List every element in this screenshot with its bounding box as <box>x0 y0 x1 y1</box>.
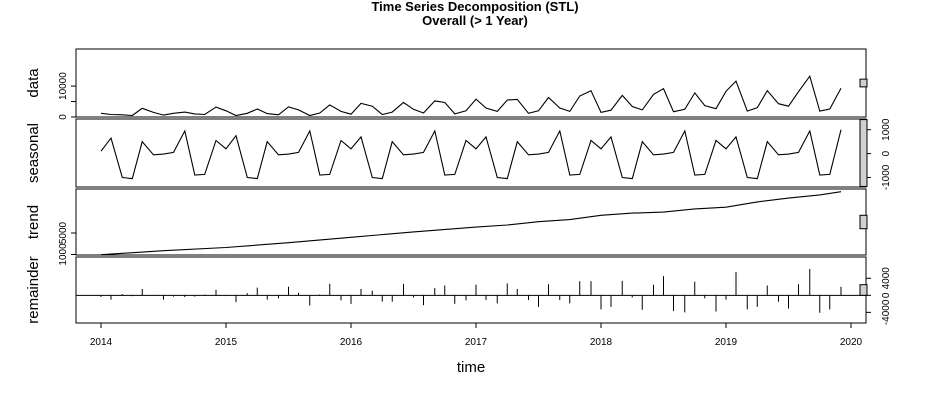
seasonal-y-tick-label: -1000 <box>881 164 892 190</box>
chart-subtitle: Overall (> 1 Year) <box>422 13 528 28</box>
x-tick-label: 2016 <box>340 337 363 348</box>
data-panel-label: data <box>25 68 42 98</box>
x-axis-label: time <box>457 359 485 376</box>
seasonal-series-line <box>100 129 842 180</box>
trend-panel-frame <box>75 188 867 256</box>
seasonal-scale-bar <box>859 119 868 187</box>
remainder-panel <box>75 256 871 324</box>
x-tick-label: 2019 <box>715 337 738 348</box>
remainder-y-tick-label: 4000 <box>881 267 892 290</box>
chart-title: Time Series Decomposition (STL) <box>371 0 579 14</box>
trend-panel-label: trend <box>25 205 42 239</box>
data-y-tick-label: 0 <box>58 114 69 120</box>
data-series-line <box>100 74 842 117</box>
trend-panel <box>71 188 868 256</box>
x-tick-label: 2018 <box>590 337 613 348</box>
trend-scale-bar <box>859 214 868 230</box>
data-panel-frame <box>75 48 867 118</box>
remainder-scale-bar <box>859 284 868 296</box>
remainder-y-tick-label: 0 <box>881 292 892 298</box>
remainder-panel-label: remainder <box>25 256 42 324</box>
remainder-panel-frame <box>75 256 867 324</box>
seasonal-panel <box>75 118 871 188</box>
remainder-y-tick-label: -4000 <box>881 299 892 325</box>
trend-series-line <box>100 191 842 256</box>
x-tick-label: 2014 <box>90 337 113 348</box>
seasonal-y-tick-label: 1000 <box>881 118 892 141</box>
data-panel <box>71 48 868 118</box>
seasonal-panel-label: seasonal <box>25 123 42 183</box>
x-tick-label: 2015 <box>215 337 238 348</box>
data-y-tick-label: 10000 <box>58 72 69 100</box>
x-tick-label: 2020 <box>840 337 863 348</box>
data-scale-bar <box>859 78 868 88</box>
x-tick-label: 2017 <box>465 337 488 348</box>
trend-y-tick-label: 1000 <box>58 243 69 266</box>
trend-y-tick-label: 5000 <box>58 221 69 244</box>
seasonal-y-tick-label: 0 <box>881 150 892 156</box>
